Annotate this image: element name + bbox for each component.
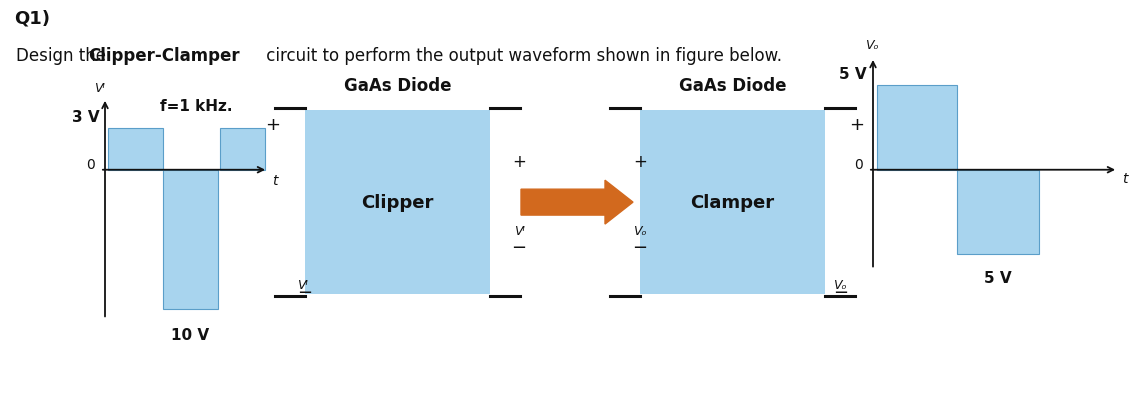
Text: +: + bbox=[849, 116, 864, 134]
Text: Vₒ: Vₒ bbox=[865, 39, 879, 52]
Text: 10 V: 10 V bbox=[172, 328, 209, 342]
Bar bbox=[640, 111, 825, 294]
Bar bbox=[108, 128, 163, 170]
Text: 5 V: 5 V bbox=[839, 67, 868, 82]
Bar bbox=[305, 111, 490, 294]
Text: Vₒ: Vₒ bbox=[633, 225, 647, 238]
Text: +: + bbox=[633, 153, 647, 171]
Text: t: t bbox=[1122, 171, 1128, 185]
Bar bbox=[877, 86, 957, 170]
Bar bbox=[957, 170, 1039, 255]
Text: +: + bbox=[266, 116, 281, 134]
Text: Vᴵ: Vᴵ bbox=[297, 279, 308, 292]
Text: Clamper: Clamper bbox=[690, 193, 774, 211]
Text: 0: 0 bbox=[854, 157, 863, 171]
Text: −: − bbox=[632, 238, 648, 256]
Text: Q1): Q1) bbox=[14, 9, 50, 27]
Text: 3 V: 3 V bbox=[73, 110, 100, 125]
Text: Vₒ: Vₒ bbox=[833, 279, 847, 292]
Text: t: t bbox=[272, 173, 277, 187]
Bar bbox=[163, 170, 218, 310]
Text: Clipper-Clamper: Clipper-Clamper bbox=[88, 47, 240, 65]
Text: Vᴵ: Vᴵ bbox=[93, 82, 105, 95]
Text: 0: 0 bbox=[86, 157, 96, 171]
Text: +: + bbox=[512, 153, 526, 171]
FancyArrow shape bbox=[521, 181, 633, 225]
Bar bbox=[219, 128, 265, 170]
Text: GaAs Diode: GaAs Diode bbox=[343, 77, 451, 95]
Text: Vᴵ: Vᴵ bbox=[514, 225, 524, 238]
Text: Design the: Design the bbox=[16, 47, 111, 65]
Text: GaAs Diode: GaAs Diode bbox=[679, 77, 787, 95]
Text: Clipper: Clipper bbox=[362, 193, 433, 211]
Text: −: − bbox=[297, 284, 313, 301]
Text: circuit to perform the output waveform shown in figure below.: circuit to perform the output waveform s… bbox=[262, 47, 782, 65]
Text: −: − bbox=[833, 284, 848, 301]
Text: f=1 kHz.: f=1 kHz. bbox=[160, 99, 232, 114]
Text: −: − bbox=[512, 238, 526, 256]
Text: 5 V: 5 V bbox=[985, 271, 1012, 286]
